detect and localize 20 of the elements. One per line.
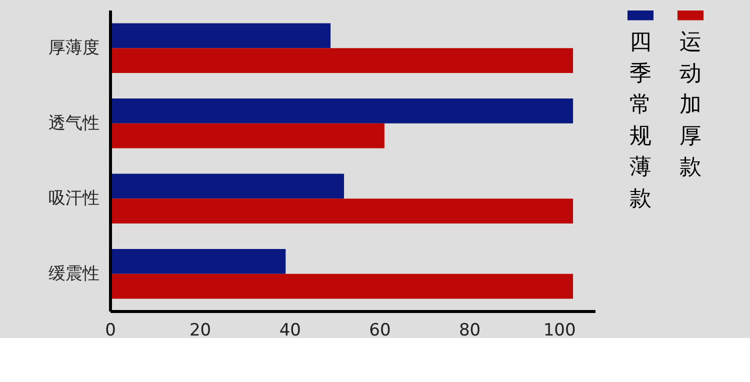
x-tick-label: 40 <box>279 320 301 340</box>
x-tick-label: 80 <box>458 320 481 340</box>
legend-label: 四季常规薄款 <box>630 30 652 212</box>
y-tick-label: 吸汗性 <box>48 188 100 209</box>
bar <box>110 123 384 148</box>
x-tick-label: 20 <box>190 320 212 340</box>
bar <box>110 48 574 73</box>
y-tick-label: 透气性 <box>48 113 100 134</box>
x-tick-label: 100 <box>543 320 576 340</box>
y-tick-label: 缓震性 <box>48 264 100 284</box>
bar <box>110 23 331 48</box>
bar <box>110 249 286 274</box>
bar <box>110 98 574 124</box>
bar <box>110 274 574 299</box>
x-tick-label: 0 <box>105 320 116 340</box>
x-tick-label: 60 <box>369 320 391 340</box>
y-tick-label: 厚薄度 <box>48 38 100 58</box>
legend-label: 运动加厚款 <box>680 30 702 180</box>
bar <box>110 198 574 224</box>
bar <box>110 174 344 199</box>
